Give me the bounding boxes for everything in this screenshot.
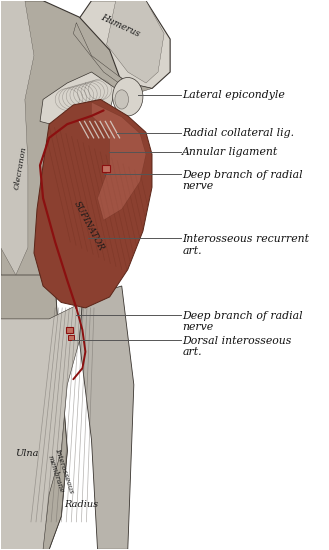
Polygon shape [34,100,152,308]
Polygon shape [76,1,170,89]
Polygon shape [1,1,34,275]
Polygon shape [102,166,110,172]
Polygon shape [91,102,146,220]
Polygon shape [68,335,74,340]
Ellipse shape [113,78,143,116]
Text: Annular ligament: Annular ligament [182,147,279,157]
Text: SUPINATOR: SUPINATOR [72,199,105,252]
Polygon shape [1,275,67,549]
Polygon shape [79,286,134,549]
Polygon shape [40,72,116,127]
Text: Interosseous recurrent
art.: Interosseous recurrent art. [182,234,309,256]
Text: Radius: Radius [64,500,98,509]
Text: Humerus: Humerus [99,13,141,39]
Text: Ulna: Ulna [15,449,38,458]
Text: Deep branch of radial
nerve: Deep branch of radial nerve [182,170,303,191]
Text: Lateral epicondyle: Lateral epicondyle [182,90,285,100]
Polygon shape [1,1,122,549]
Text: Dorsal interosseous
art.: Dorsal interosseous art. [182,336,291,357]
Polygon shape [107,1,164,83]
Polygon shape [1,302,82,549]
Ellipse shape [115,90,129,109]
Text: Radial collateral lig.: Radial collateral lig. [182,129,294,139]
Polygon shape [73,23,152,94]
Text: Olecranon: Olecranon [13,146,28,190]
Text: Interosseous
membrane: Interosseous membrane [44,448,75,498]
Text: Deep branch of radial
nerve: Deep branch of radial nerve [182,311,303,332]
Polygon shape [66,327,73,333]
